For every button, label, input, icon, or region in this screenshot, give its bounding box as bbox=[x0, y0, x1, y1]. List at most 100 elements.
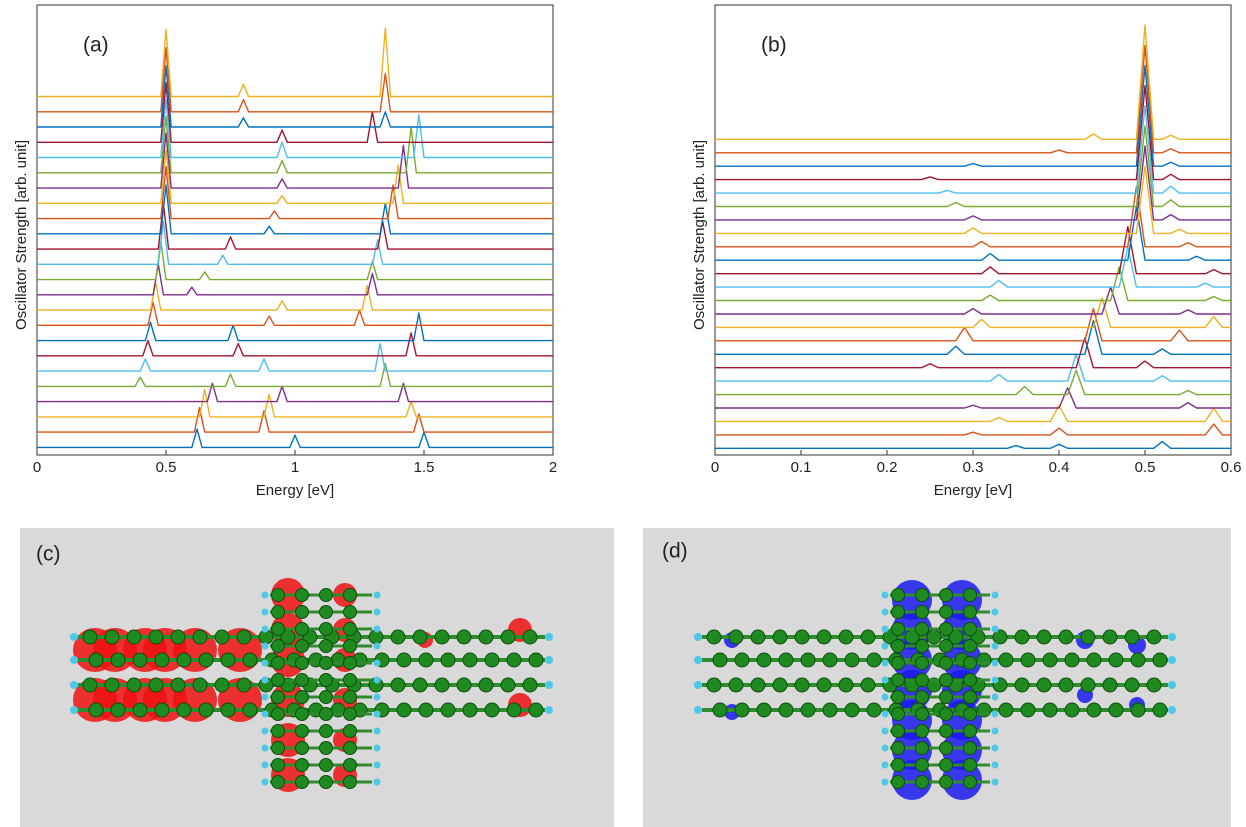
carbon-atom bbox=[272, 623, 285, 636]
carbon-atom bbox=[296, 776, 309, 789]
carbon-atom bbox=[272, 674, 285, 687]
carbon-atom bbox=[823, 653, 837, 667]
carbon-atom bbox=[916, 674, 929, 687]
hydrogen-atom bbox=[374, 745, 381, 752]
carbon-atom bbox=[127, 630, 141, 644]
carbon-atom bbox=[940, 674, 953, 687]
hydrogen-atom bbox=[882, 609, 889, 616]
carbon-atom bbox=[1059, 630, 1073, 644]
carbon-atom bbox=[1131, 653, 1145, 667]
carbon-atom bbox=[916, 742, 929, 755]
x-tick-label: 0.2 bbox=[877, 459, 898, 476]
carbon-atom bbox=[916, 606, 929, 619]
carbon-atom bbox=[272, 759, 285, 772]
x-tick-label: 0.5 bbox=[1135, 459, 1156, 476]
carbon-atom bbox=[272, 640, 285, 653]
hydrogen-atom bbox=[992, 609, 999, 616]
carbon-atom bbox=[940, 691, 953, 704]
carbon-atom bbox=[320, 623, 333, 636]
carbon-atom bbox=[171, 630, 185, 644]
hydrogen-atom bbox=[882, 762, 889, 769]
x-axis-label: Energy [eV] bbox=[256, 482, 334, 499]
spectrum-line bbox=[715, 298, 1231, 328]
carbon-atom bbox=[501, 678, 515, 692]
carbon-atom bbox=[296, 708, 309, 721]
panel-label: (c) bbox=[36, 543, 61, 566]
carbon-atom bbox=[149, 678, 163, 692]
spectrum-line bbox=[37, 167, 553, 219]
carbon-atom bbox=[344, 725, 357, 738]
hydrogen-atom bbox=[262, 694, 269, 701]
carbon-atom bbox=[237, 678, 251, 692]
carbon-atom bbox=[757, 703, 771, 717]
carbon-atom bbox=[199, 703, 213, 717]
spectrum-line bbox=[37, 303, 553, 326]
hydrogen-atom bbox=[1168, 656, 1176, 664]
panel-label: (d) bbox=[662, 540, 688, 563]
carbon-atom bbox=[320, 606, 333, 619]
carbon-atom bbox=[344, 742, 357, 755]
spectrum-line bbox=[715, 247, 1231, 287]
carbon-atom bbox=[892, 742, 905, 755]
carbon-atom bbox=[127, 678, 141, 692]
carbon-atom bbox=[1021, 653, 1035, 667]
x-tick-label: 0 bbox=[33, 459, 41, 476]
carbon-atom bbox=[1131, 703, 1145, 717]
carbon-atom bbox=[221, 653, 235, 667]
carbon-atom bbox=[735, 653, 749, 667]
carbon-atom bbox=[940, 640, 953, 653]
carbon-atom bbox=[457, 630, 471, 644]
x-tick-label: 0.3 bbox=[963, 459, 984, 476]
carbon-atom bbox=[435, 678, 449, 692]
carbon-atom bbox=[940, 606, 953, 619]
carbon-atom bbox=[916, 776, 929, 789]
hydrogen-atom bbox=[992, 779, 999, 786]
carbon-atom bbox=[397, 653, 411, 667]
hydrogen-atom bbox=[694, 706, 702, 714]
carbon-atom bbox=[344, 776, 357, 789]
hydrogen-atom bbox=[374, 609, 381, 616]
carbon-atom bbox=[272, 725, 285, 738]
carbon-atom bbox=[999, 653, 1013, 667]
hydrogen-atom bbox=[70, 656, 78, 664]
carbon-atom bbox=[344, 759, 357, 772]
carbon-atom bbox=[320, 725, 333, 738]
y-axis-label: Oscillator Strength [arb. unit] bbox=[691, 140, 708, 330]
spectrum-line bbox=[37, 241, 553, 279]
panel-label: (b) bbox=[761, 34, 787, 57]
carbon-atom bbox=[1109, 703, 1123, 717]
carbon-atom bbox=[331, 653, 345, 667]
carbon-atom bbox=[296, 674, 309, 687]
carbon-atom bbox=[713, 653, 727, 667]
hydrogen-atom bbox=[992, 728, 999, 735]
hydrogen-atom bbox=[545, 656, 553, 664]
carbon-atom bbox=[435, 630, 449, 644]
carbon-atom bbox=[817, 630, 831, 644]
hydrogen-atom bbox=[374, 779, 381, 786]
carbon-atom bbox=[964, 640, 977, 653]
hydrogen-atom bbox=[262, 728, 269, 735]
carbon-atom bbox=[964, 623, 977, 636]
carbon-atom bbox=[892, 623, 905, 636]
carbon-atom bbox=[927, 630, 941, 644]
carbon-atom bbox=[344, 606, 357, 619]
hydrogen-atom bbox=[374, 660, 381, 667]
x-tick-label: 1 bbox=[291, 459, 299, 476]
carbon-atom bbox=[773, 678, 787, 692]
carbon-atom bbox=[751, 678, 765, 692]
carbon-atom bbox=[1059, 678, 1073, 692]
carbon-atom bbox=[320, 691, 333, 704]
hydrogen-atom bbox=[374, 711, 381, 718]
carbon-atom bbox=[1021, 703, 1035, 717]
carbon-atom bbox=[105, 678, 119, 692]
hydrogen-atom bbox=[1168, 633, 1176, 641]
carbon-atom bbox=[83, 630, 97, 644]
hydrogen-atom bbox=[694, 681, 702, 689]
carbon-atom bbox=[916, 708, 929, 721]
carbon-atom bbox=[940, 725, 953, 738]
hydrogen-atom bbox=[694, 633, 702, 641]
carbon-atom bbox=[272, 776, 285, 789]
carbon-atom bbox=[892, 657, 905, 670]
carbon-atom bbox=[413, 630, 427, 644]
carbon-atom bbox=[296, 657, 309, 670]
